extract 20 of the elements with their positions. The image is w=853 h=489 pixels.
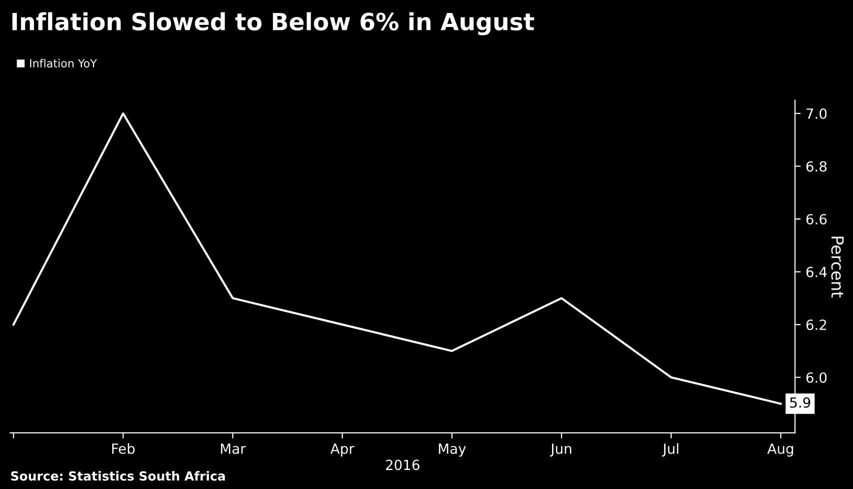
data-label: 5.9 [790,397,810,408]
y-tick-label: 6.4 [806,266,827,278]
x-tick-label: May [438,444,466,457]
y-axis-title: Percent [831,236,844,298]
x-tick-label: Mar [220,444,246,454]
y-tick-label: 6.6 [806,214,827,224]
x-tick-label: Feb [112,443,135,454]
x-tick-label: Apr [330,444,354,457]
x-axis-title: 2016 [386,460,420,470]
legend-label: Inflation YoY [30,58,97,68]
x-tick-label: Jul [662,443,678,457]
source-note: Source: Statistics South Africa [11,471,225,481]
y-tick-label: 6.2 [806,320,826,330]
y-tick-label: 6.8 [806,161,827,172]
x-tick-label: Jun [550,444,572,457]
y-tick-label: 6.0 [806,372,827,383]
line-series [12,112,782,405]
chart-title: Inflation Slowed to Below 6% in August [12,12,534,36]
x-tick-label: Aug [767,444,794,457]
y-tick-label: 7.0 [806,108,827,119]
